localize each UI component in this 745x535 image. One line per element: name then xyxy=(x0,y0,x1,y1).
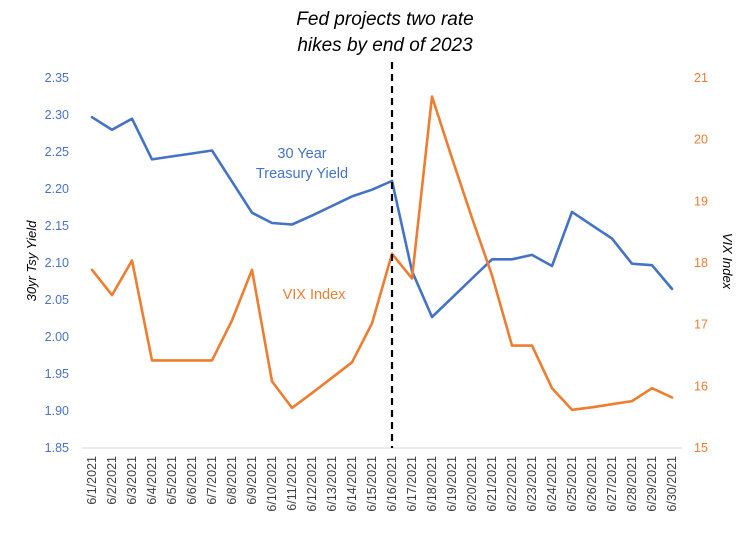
left-y-tick-label: 2.35 xyxy=(45,71,69,85)
x-tick-label: 6/26/2021 xyxy=(585,456,599,512)
x-tick-label: 6/5/2021 xyxy=(165,456,179,505)
x-tick-label: 6/23/2021 xyxy=(525,456,539,512)
left-y-tick-label: 2.25 xyxy=(45,145,69,159)
left-y-tick-label: 1.90 xyxy=(45,404,69,418)
right-y-tick-label: 15 xyxy=(694,441,708,455)
x-tick-label: 6/27/2021 xyxy=(605,456,619,512)
left-y-tick-label: 2.10 xyxy=(45,256,69,270)
vix-series-label: VIX Index xyxy=(283,287,347,303)
x-tick-label: 6/11/2021 xyxy=(285,456,299,511)
x-tick-label: 6/18/2021 xyxy=(425,456,439,512)
x-tick-label: 6/22/2021 xyxy=(505,456,519,512)
x-tick-label: 6/10/2021 xyxy=(265,456,279,512)
right-y-tick-label: 18 xyxy=(694,256,708,270)
x-tick-label: 6/16/2021 xyxy=(385,456,399,512)
x-tick-label: 6/25/2021 xyxy=(565,456,579,512)
left-y-tick-label: 1.95 xyxy=(45,367,69,381)
treasury-series-label: 30 Year xyxy=(277,146,326,162)
x-tick-label: 6/17/2021 xyxy=(405,456,419,512)
right-y-tick-label: 16 xyxy=(694,379,708,393)
annotation: Fed projects two rate hikes by end of 20… xyxy=(296,9,473,56)
x-tick-label: 6/19/2021 xyxy=(445,456,459,512)
annotation-line-2: hikes by end of 2023 xyxy=(297,35,473,56)
series-labels: 30 Year Treasury Yield VIX Index xyxy=(256,146,348,303)
right-y-tick-label: 20 xyxy=(694,133,708,147)
x-tick-label: 6/2/2021 xyxy=(105,456,119,505)
x-tick-label: 6/9/2021 xyxy=(245,456,259,505)
left-y-tick-label: 2.15 xyxy=(45,219,69,233)
x-tick-label: 6/12/2021 xyxy=(305,456,319,512)
x-tick-label: 6/1/2021 xyxy=(85,456,99,505)
right-y-axis: 15 16 17 18 19 20 21 xyxy=(694,71,708,455)
x-axis: 6/1/2021 6/2/2021 6/3/2021 6/4/2021 6/5/2021… xyxy=(82,447,682,512)
treasury-yield-line xyxy=(90,115,674,319)
left-y-tick-label: 1.85 xyxy=(45,441,69,455)
x-tick-label: 6/14/2021 xyxy=(345,456,359,512)
x-tick-label: 6/20/2021 xyxy=(465,456,479,512)
x-tick-label: 6/24/2021 xyxy=(545,456,559,512)
treasury-series-label: Treasury Yield xyxy=(256,166,348,182)
left-y-tick-label: 2.30 xyxy=(45,108,69,122)
x-tick-label: 6/30/2021 xyxy=(665,456,679,512)
right-y-tick-label: 19 xyxy=(694,194,708,208)
left-y-tick-label: 2.20 xyxy=(45,182,69,196)
vix-index-line xyxy=(90,95,674,412)
x-tick-label: 6/8/2021 xyxy=(225,456,239,505)
left-y-tick-label: 2.00 xyxy=(45,330,69,344)
series xyxy=(90,95,674,412)
x-tick-label: 6/4/2021 xyxy=(145,456,159,505)
right-y-tick-label: 21 xyxy=(694,71,708,85)
x-tick-label: 6/7/2021 xyxy=(205,456,219,505)
x-tick-label: 6/3/2021 xyxy=(125,456,139,505)
annotation-line-1: Fed projects two rate xyxy=(296,9,473,30)
x-tick-label: 6/28/2021 xyxy=(625,456,639,512)
right-y-tick-label: 17 xyxy=(694,318,708,332)
x-tick-label: 6/15/2021 xyxy=(365,456,379,512)
x-tick-label: 6/29/2021 xyxy=(645,456,659,512)
left-y-axis: 1.85 1.90 1.95 2.00 2.05 2.10 2.15 2.20 2.25 2.30… xyxy=(45,71,69,455)
left-y-axis-title: 30yr Tsy Yield xyxy=(24,220,39,301)
x-tick-label: 6/6/2021 xyxy=(185,456,199,505)
x-tick-label: 6/21/2021 xyxy=(485,456,499,512)
right-y-axis-title: VIX Index xyxy=(720,233,735,290)
left-y-tick-label: 2.05 xyxy=(45,293,69,307)
x-tick-label: 6/13/2021 xyxy=(325,456,339,512)
